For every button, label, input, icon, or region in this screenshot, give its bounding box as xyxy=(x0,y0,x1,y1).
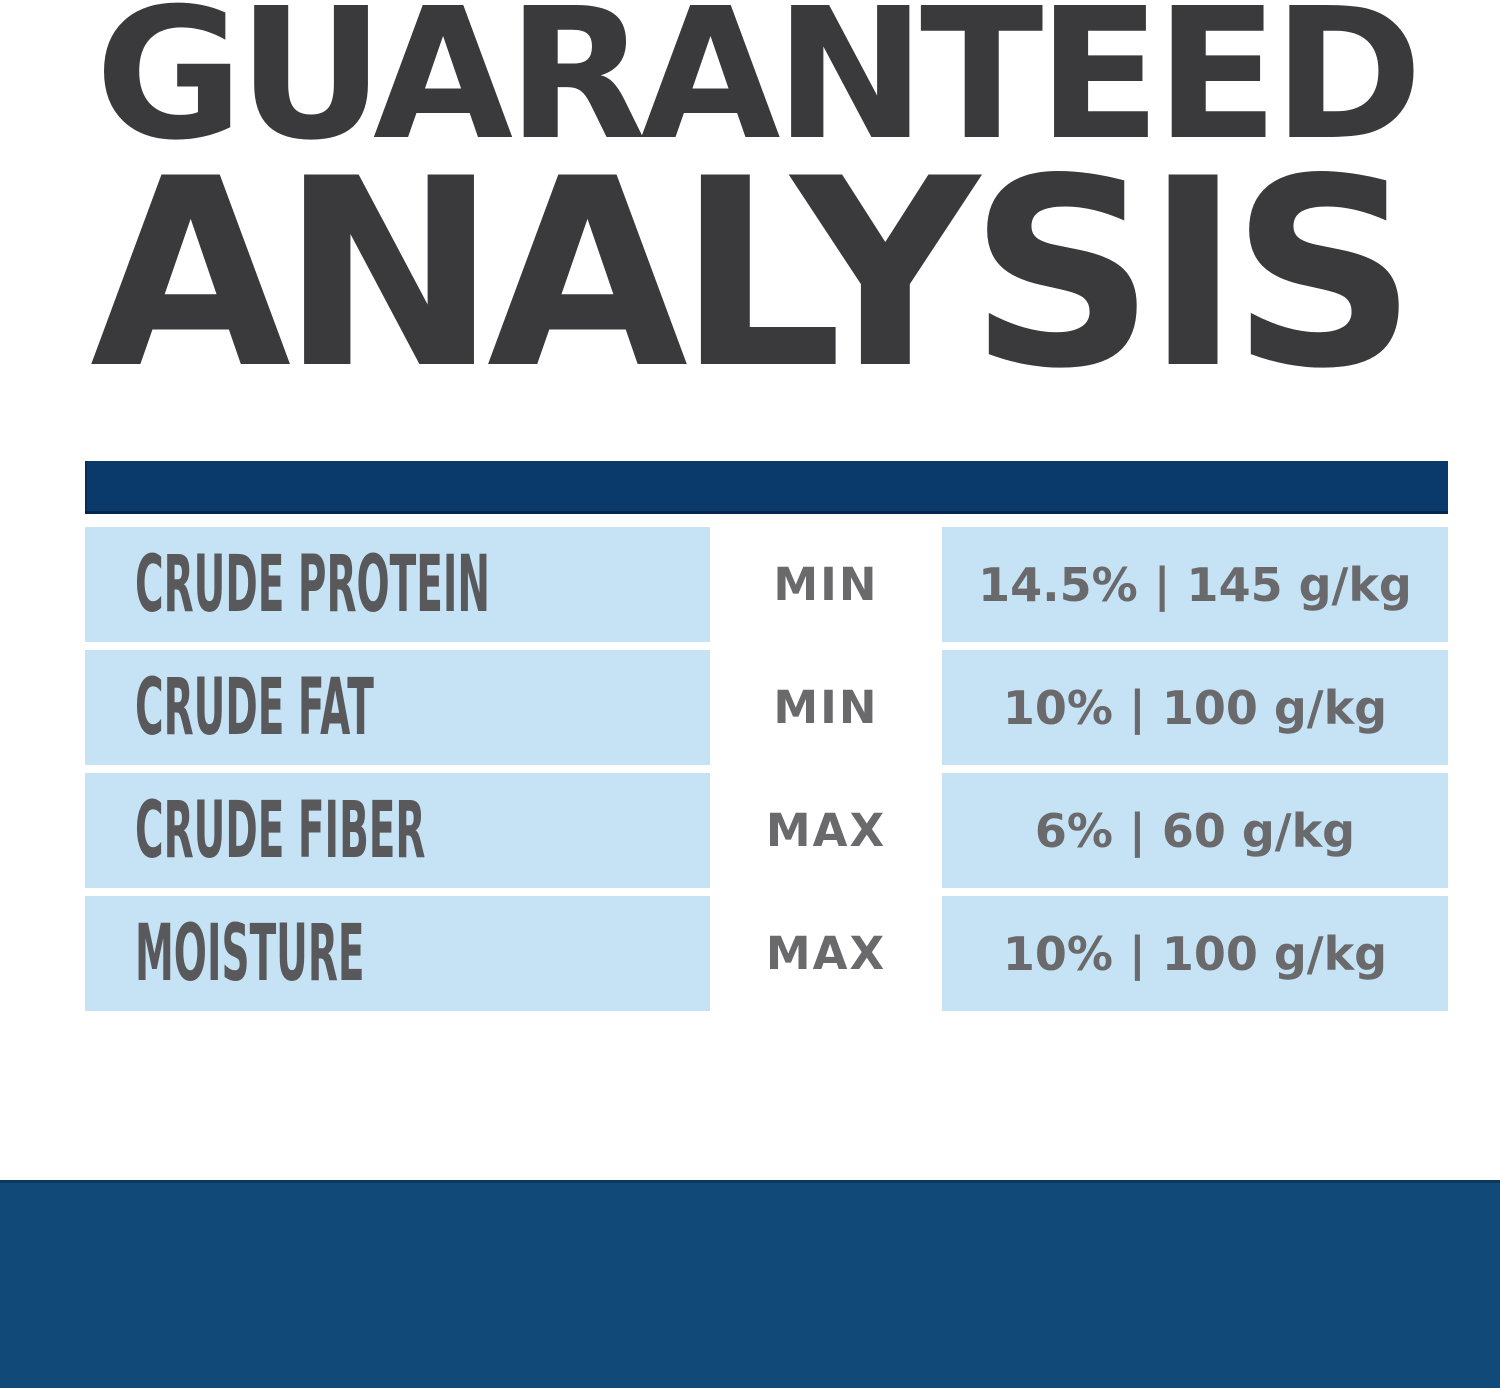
value-label: 6% | 60 g/kg xyxy=(1034,803,1356,858)
qualifier-cell: MAX xyxy=(710,896,942,1011)
qualifier-cell: MIN xyxy=(710,650,942,765)
nutrient-cell: CRUDE FAT xyxy=(85,650,710,765)
value-cell: 14.5% | 145 g/kg xyxy=(942,527,1448,642)
qualifier-label: MIN xyxy=(773,558,879,611)
nutrient-label: CRUDE FAT xyxy=(135,662,374,753)
title-line-analysis: ANALYSIS xyxy=(90,124,1418,426)
table-row: CRUDE PROTEIN MIN 14.5% | 145 g/kg xyxy=(85,527,1448,642)
nutrient-label: CRUDE FIBER xyxy=(135,785,426,876)
value-label: 10% | 100 g/kg xyxy=(1002,680,1388,735)
nutrient-cell: CRUDE FIBER xyxy=(85,773,710,888)
qualifier-cell: MIN xyxy=(710,527,942,642)
value-cell: 6% | 60 g/kg xyxy=(942,773,1448,888)
nutrient-label: CRUDE PROTEIN xyxy=(135,539,491,630)
qualifier-label: MIN xyxy=(773,681,879,734)
footer-brand-bar xyxy=(0,1180,1500,1388)
title-line-guaranteed: GUARANTEED xyxy=(95,0,1423,180)
table-row: MOISTURE MAX 10% | 100 g/kg xyxy=(85,896,1448,1011)
nutrient-cell: CRUDE PROTEIN xyxy=(85,527,710,642)
nutrient-label: MOISTURE xyxy=(135,908,365,999)
qualifier-label: MAX xyxy=(765,804,887,857)
table-row: CRUDE FIBER MAX 6% | 60 g/kg xyxy=(85,773,1448,888)
value-label: 10% | 100 g/kg xyxy=(1002,926,1388,981)
qualifier-cell: MAX xyxy=(710,773,942,888)
value-cell: 10% | 100 g/kg xyxy=(942,650,1448,765)
value-label: 14.5% | 145 g/kg xyxy=(978,557,1412,612)
qualifier-label: MAX xyxy=(765,927,887,980)
table-row: CRUDE FAT MIN 10% | 100 g/kg xyxy=(85,650,1448,765)
nutrient-cell: MOISTURE xyxy=(85,896,710,1011)
value-cell: 10% | 100 g/kg xyxy=(942,896,1448,1011)
table-header-bar xyxy=(85,461,1448,514)
